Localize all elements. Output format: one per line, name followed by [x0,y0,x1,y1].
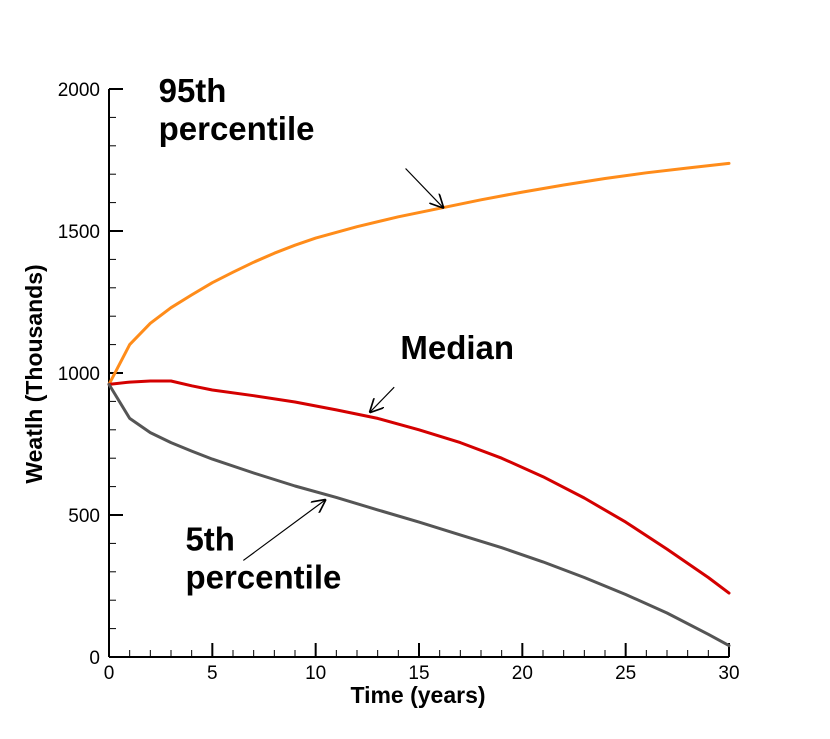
y-tick-label: 1000 [58,364,100,385]
series-line-median [107,379,731,595]
annotation-arrow-p95 [405,168,444,209]
annotation-label-p95: percentile [159,110,315,147]
annotation-label-p5: percentile [185,559,341,596]
annotation-arrow-median [369,386,395,413]
y-tick-label: 500 [68,506,100,527]
x-tick-label: 15 [408,663,429,684]
series-layer [107,161,731,648]
x-tick-label: 5 [207,663,218,684]
y-tick-label: 0 [89,648,100,669]
annotation-label-p95: 95th [159,72,227,109]
x-tick-label: 30 [718,663,739,684]
annotation-arrow-p5 [242,499,326,561]
x-tick-label: 25 [615,663,636,684]
axes: 0 500 1000 1500 2000 0 5 10 15 20 25 30 [58,80,740,684]
annotation-label-p5: 5th [185,521,235,558]
x-tick-label: 10 [305,663,326,684]
series-line-p95 [107,161,731,386]
x-axis-title: Time (years) [350,682,485,708]
y-tick-label: 2000 [58,80,100,101]
y-axis-title: Weatlh (Thousands) [21,264,47,483]
series-line-p5 [107,382,731,648]
y-tick-label: 1500 [58,222,100,243]
x-tick-label: 20 [512,663,533,684]
x-tick-label: 0 [104,663,115,684]
annotation-label-median: Median [400,329,514,366]
